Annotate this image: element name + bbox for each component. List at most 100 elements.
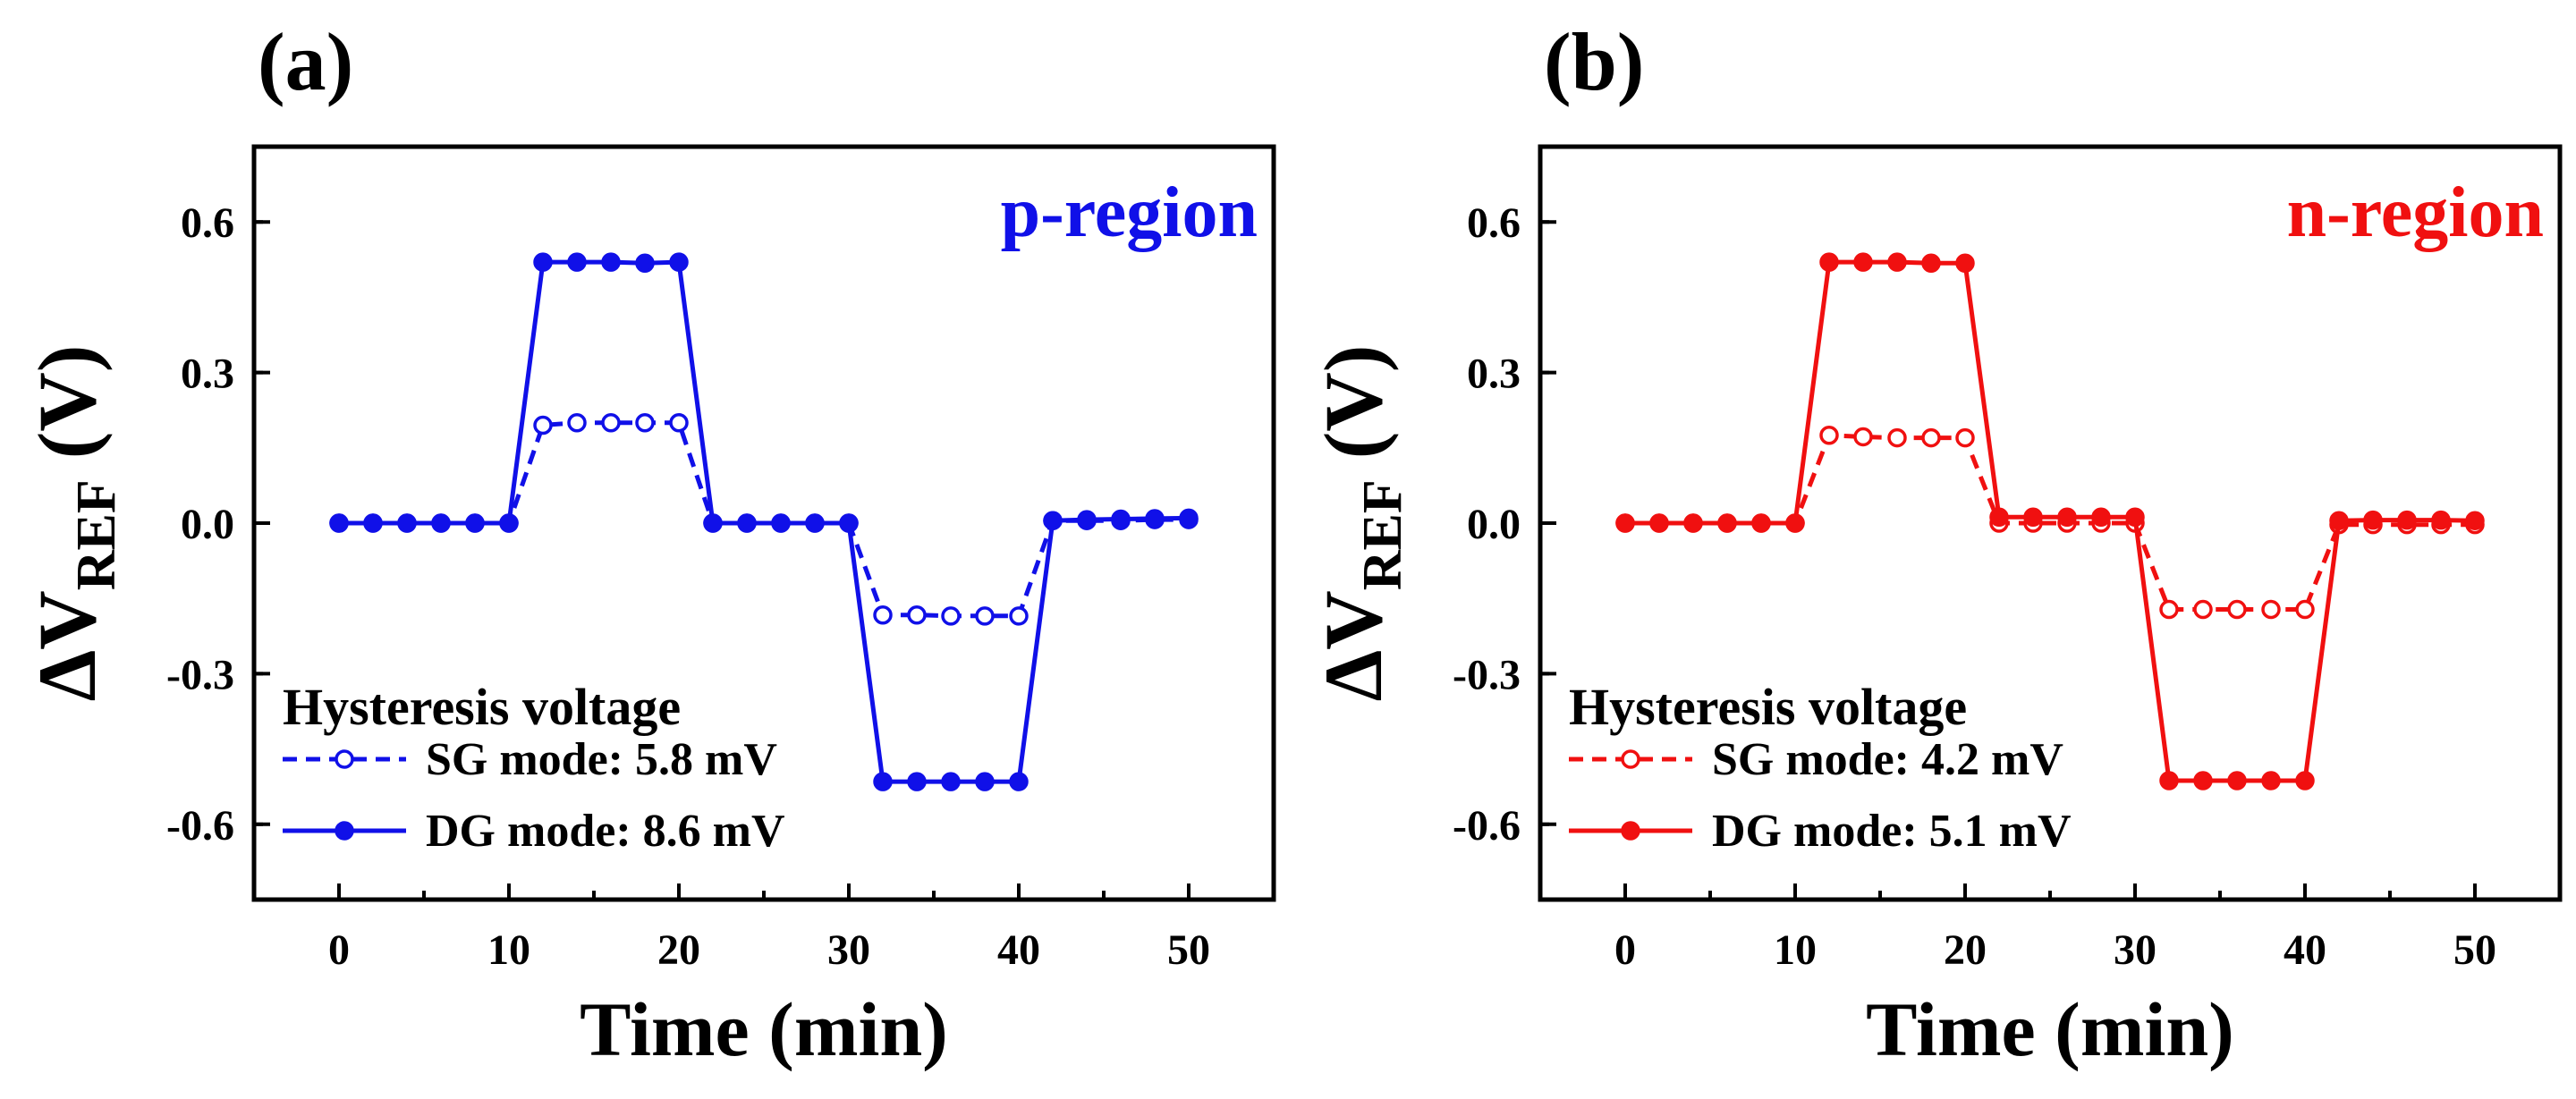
- data-point: [669, 252, 689, 272]
- data-point: [2125, 507, 2145, 528]
- data-point: [2329, 511, 2349, 530]
- data-point: [2159, 599, 2179, 620]
- y-tick-label: 0.0: [181, 501, 234, 548]
- data-point: [2227, 771, 2247, 790]
- data-point: [329, 513, 349, 533]
- data-point: [499, 513, 519, 533]
- y-tick-label: -0.3: [1453, 651, 1521, 698]
- x-tick-label: 10: [1774, 926, 1817, 974]
- x-tick-label: 50: [2453, 926, 2496, 974]
- y-axis-title-unit: (V): [1308, 345, 1399, 480]
- data-point: [1819, 426, 1839, 445]
- data-point: [1989, 507, 2009, 528]
- chart-panel-a: 0 10 20 30 40 50 0.6 0.3 0.0 -0.3 -0.6 Time (min) ΔV…: [21, 16, 1276, 1072]
- x-tick-label: 0: [328, 926, 350, 974]
- data-point: [1887, 252, 1907, 272]
- legend-marker: [335, 821, 354, 841]
- data-point: [941, 606, 961, 626]
- legend-title: Hysteresis voltage: [283, 678, 681, 736]
- x-tick-label: 20: [657, 926, 700, 974]
- data-point: [1751, 513, 1771, 533]
- data-point: [1955, 253, 1975, 273]
- region-label: n-region: [2287, 173, 2544, 252]
- data-point: [363, 513, 383, 533]
- legend-marker: [335, 749, 354, 769]
- data-point: [771, 513, 791, 533]
- data-point: [907, 604, 927, 625]
- panel-label: (b): [1544, 16, 1644, 107]
- data-point: [397, 513, 417, 533]
- data-point: [567, 252, 587, 272]
- data-point: [2465, 511, 2485, 530]
- data-point: [1853, 427, 1873, 447]
- data-point: [2193, 599, 2213, 620]
- y-tick-label: 0.6: [1467, 199, 1521, 247]
- y-axis-title: ΔVREF (V): [1308, 345, 1413, 702]
- data-point: [465, 513, 485, 533]
- data-point: [975, 772, 995, 791]
- data-point: [1111, 509, 1131, 529]
- data-point: [431, 513, 451, 533]
- x-tick-label: 30: [2114, 926, 2157, 974]
- y-axis-title: ΔVREF (V): [21, 345, 127, 702]
- region-label: p-region: [1001, 173, 1258, 252]
- data-point: [2193, 771, 2213, 790]
- y-tick-label: -0.3: [166, 651, 234, 698]
- data-point: [669, 412, 689, 433]
- y-axis-title-subscript: REF: [66, 479, 127, 590]
- data-point: [873, 772, 893, 791]
- legend-marker: [1621, 821, 1640, 841]
- data-point: [1009, 772, 1029, 791]
- y-tick-label: -0.6: [1453, 802, 1521, 850]
- data-point: [1649, 513, 1669, 533]
- data-point: [839, 513, 859, 533]
- data-point: [1921, 253, 1941, 273]
- data-point: [567, 412, 587, 433]
- data-point: [703, 513, 723, 533]
- x-tick-label: 40: [997, 926, 1040, 974]
- data-point: [635, 412, 655, 433]
- data-point: [1683, 513, 1703, 533]
- x-axis-title: Time (min): [580, 986, 948, 1072]
- data-point: [1853, 252, 1873, 272]
- data-point: [2227, 599, 2247, 620]
- x-tick-label: 40: [2284, 926, 2326, 974]
- data-point: [737, 513, 757, 533]
- data-point: [1179, 508, 1199, 528]
- data-point: [907, 772, 927, 791]
- y-tick-label: 0.6: [181, 199, 234, 247]
- series-dg-mode: [329, 252, 1199, 791]
- y-tick-label: 0.3: [181, 351, 234, 398]
- data-point: [1887, 427, 1907, 448]
- data-point: [2091, 507, 2111, 528]
- data-point: [601, 252, 621, 272]
- data-point: [635, 253, 655, 273]
- data-point: [1009, 606, 1029, 626]
- data-point: [2295, 599, 2315, 620]
- x-tick-label: 0: [1614, 926, 1636, 974]
- chart-panel-b: 0 10 20 30 40 50 0.6 0.3 0.0 -0.3 -0.6 Time (min) ΔV…: [1308, 16, 2563, 1072]
- y-tick-label: -0.6: [166, 802, 234, 850]
- legend-entry: SG mode: 5.8 mV: [426, 734, 777, 785]
- data-point: [2363, 510, 2383, 530]
- data-point: [2023, 507, 2043, 528]
- panel-label: (a): [258, 16, 353, 107]
- data-point: [2261, 771, 2281, 790]
- data-point: [2159, 771, 2179, 790]
- legend-entry: DG mode: 5.1 mV: [1712, 806, 2072, 857]
- data-point: [975, 606, 995, 626]
- x-tick-label: 50: [1167, 926, 1210, 974]
- data-point: [533, 415, 553, 435]
- data-point: [873, 604, 893, 625]
- data-point: [1615, 513, 1635, 533]
- data-point: [1921, 427, 1941, 448]
- legend-entry: SG mode: 4.2 mV: [1712, 734, 2063, 785]
- x-tick-label: 10: [487, 926, 530, 974]
- x-axis-title: Time (min): [1866, 986, 2234, 1072]
- data-point: [1043, 511, 1063, 530]
- data-point: [805, 513, 825, 533]
- data-point: [1955, 427, 1975, 448]
- x-tick-label: 30: [827, 926, 870, 974]
